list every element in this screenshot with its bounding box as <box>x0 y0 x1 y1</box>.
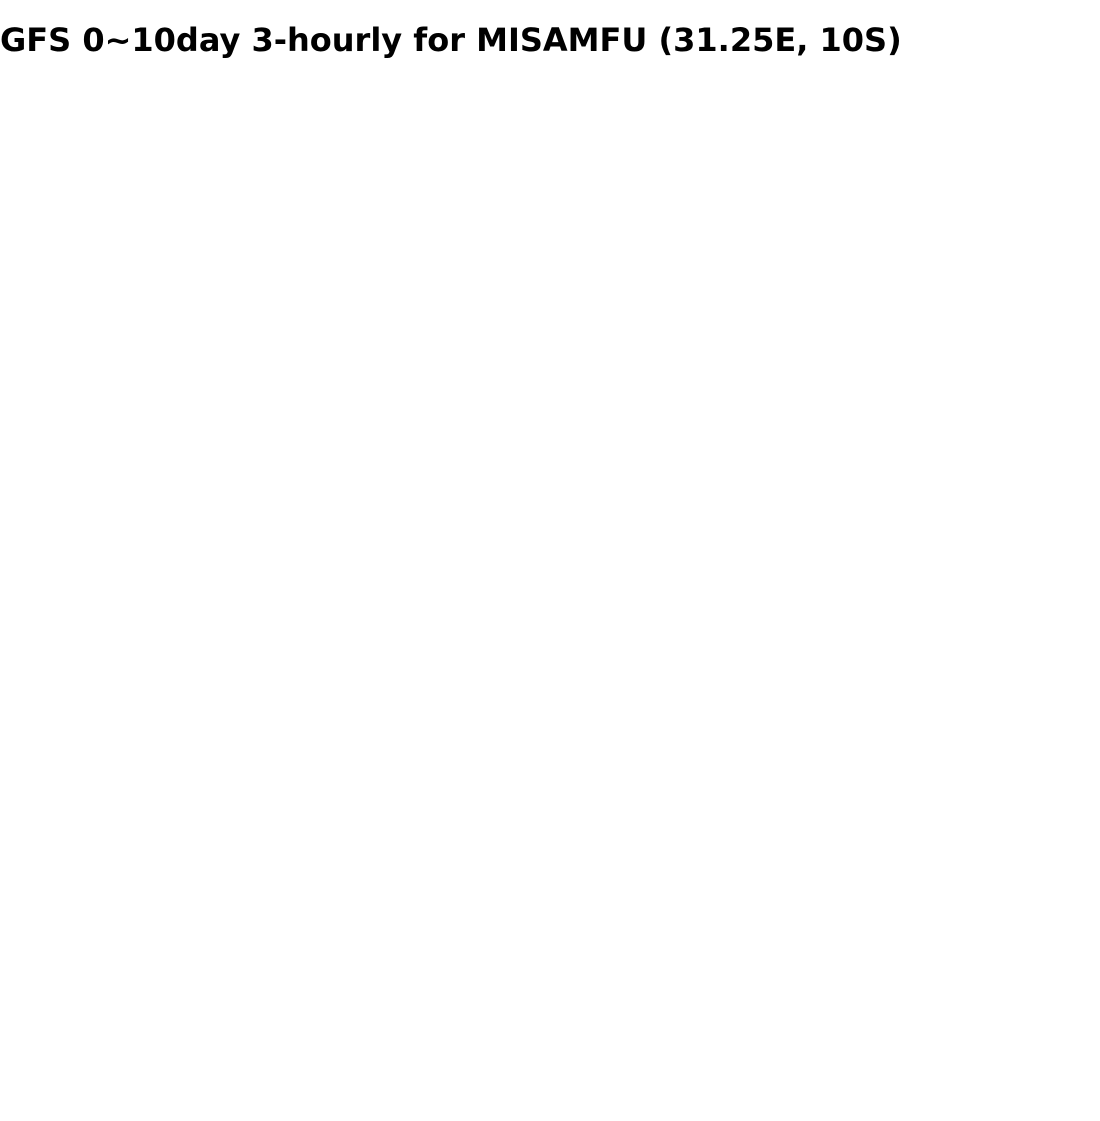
title: GFS 0~10day 3-hourly for MISAMFU (31.25E… <box>0 21 902 60</box>
